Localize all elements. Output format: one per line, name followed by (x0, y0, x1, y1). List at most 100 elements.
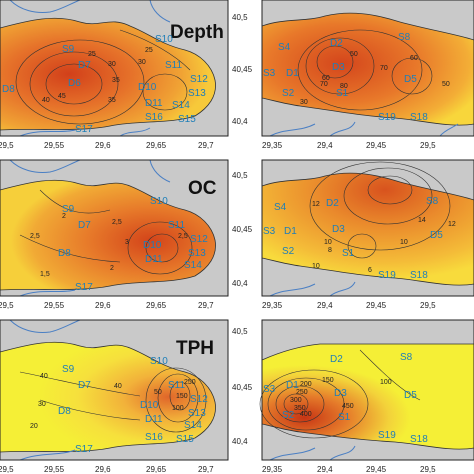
station-label: S17 (75, 282, 93, 293)
x-tick-label: 29,5 (0, 465, 14, 474)
depth-right-field (261, 12, 474, 126)
station-label: S9 (62, 204, 75, 215)
x-tick-label: 29,4 (317, 141, 333, 150)
station-label: D2 (330, 354, 343, 365)
station-label: D3 (332, 62, 345, 73)
contour-label: 12 (312, 201, 320, 208)
contour-label: 20 (30, 423, 38, 430)
station-label: S13 (188, 408, 206, 419)
station-markers: D2 S4 D1 S3 S2 D3 S1 D5 S8 S19 S18 (263, 32, 428, 123)
contour-labels: 50 60 70 80 70 60 50 30 (300, 51, 450, 106)
station-label: S4 (278, 42, 291, 53)
contour-label: 2,5 (112, 219, 122, 226)
station-label: D11 (145, 414, 163, 425)
contour-label: 35 (108, 97, 116, 104)
x-tick-label: 29,7 (198, 465, 214, 474)
contour-label: 35 (112, 77, 120, 84)
panel-frame (261, 159, 474, 297)
y-tick-label: 40,5 (232, 171, 248, 180)
panel-frame (0, 0, 229, 137)
x-axis-ticks: 29,35 29,4 29,45 29,5 (262, 141, 436, 150)
contour-label: 2,5 (178, 233, 188, 240)
station-label: S11 (168, 380, 185, 391)
station-label: S8 (400, 352, 413, 363)
x-tick-label: 29,6 (95, 465, 111, 474)
x-tick-label: 29,35 (262, 465, 283, 474)
contour-label: 40 (42, 97, 50, 104)
tph-right-contours (259, 349, 421, 439)
x-axis-ticks: 29,5 29,55 29,6 29,65 29,7 (0, 301, 214, 310)
station-label: S18 (410, 434, 428, 445)
contour-label: 14 (418, 217, 426, 224)
station-label: S16 (145, 432, 163, 443)
station-label: S12 (190, 234, 208, 245)
station-label: S17 (75, 124, 93, 135)
station-markers: S9 D7 D6 D8 S10 S11 D10 D11 S12 S13 S14 … (2, 34, 208, 135)
x-tick-label: 29,65 (146, 465, 167, 474)
x-tick-label: 29,55 (44, 141, 65, 150)
contour-label: 70 (380, 65, 388, 72)
contour-label: 150 (176, 393, 188, 400)
contour-label: 350 (294, 405, 306, 412)
contour-label: 40 (114, 383, 122, 390)
station-markers: S9 D7 D8 S10 S11 D10 D11 S12 S13 S14 S15… (58, 356, 208, 455)
contour-label: 3 (125, 239, 129, 246)
panel-tph-right: D2 D1 S3 D3 S2 S1 D5 S8 S19 S18 200 250 … (232, 319, 474, 474)
station-label: D1 (286, 68, 299, 79)
contour-label: 50 (350, 51, 358, 58)
station-label: S15 (176, 434, 194, 445)
contour-label: 30 (108, 61, 116, 68)
y-tick-label: 40,4 (232, 117, 248, 126)
station-label: D11 (145, 98, 163, 109)
station-label: D3 (334, 388, 347, 399)
station-label: D1 (284, 226, 297, 237)
contour-label: 30 (300, 99, 308, 106)
station-label: D8 (58, 248, 71, 259)
station-label: S9 (62, 364, 75, 375)
station-label: S13 (188, 248, 206, 259)
x-tick-label: 29,55 (44, 301, 65, 310)
contour-label: 70 (320, 81, 328, 88)
x-axis-ticks: 29,35 29,4 29,45 29,5 (262, 301, 436, 310)
station-label: D3 (332, 224, 345, 235)
contour-labels: 40 40 30 20 250 150 100 50 (30, 373, 196, 430)
contour-label: 100 (380, 379, 392, 386)
contour-label: 1,5 (40, 271, 50, 278)
station-label: D5 (404, 390, 417, 401)
station-label: S11 (168, 220, 185, 231)
x-tick-label: 29,5 (420, 465, 436, 474)
contour-label: 12 (448, 221, 456, 228)
contour-label: 2 (62, 213, 66, 220)
x-tick-label: 29,45 (366, 141, 387, 150)
station-label: S9 (62, 44, 75, 55)
station-label: D5 (404, 74, 417, 85)
station-label: S2 (282, 410, 295, 421)
x-tick-label: 29,65 (146, 301, 167, 310)
contour-label: 60 (410, 55, 418, 62)
station-label: S2 (282, 88, 295, 99)
depth-right-contours (297, 29, 433, 111)
contour-label: 80 (340, 83, 348, 90)
station-label: S8 (426, 196, 439, 207)
x-tick-label: 29,35 (262, 301, 283, 310)
station-label: D7 (78, 380, 91, 391)
oc-left-field (0, 179, 216, 291)
station-label: D7 (78, 220, 91, 231)
contour-label: 150 (322, 377, 334, 384)
oc-right-field (261, 172, 474, 286)
contour-label: 100 (172, 405, 184, 412)
y-tick-label: 40,45 (232, 383, 253, 392)
contour-label: 2,5 (30, 233, 40, 240)
station-markers: D2 D1 S3 D3 S2 S1 D5 S8 S19 S18 (263, 352, 428, 445)
station-label: S19 (378, 430, 396, 441)
panel-depth-right: D2 S4 D1 S3 S2 D3 S1 D5 S8 S19 S18 50 60… (232, 0, 474, 150)
contour-label: 60 (322, 75, 330, 82)
contour-label: 30 (138, 59, 146, 66)
oc-right-rivers (269, 281, 356, 297)
station-label: S10 (150, 196, 168, 207)
y-tick-label: 40,45 (232, 225, 253, 234)
station-label: D11 (145, 254, 163, 265)
contour-labels: 25 30 35 40 45 35 25 30 (42, 47, 153, 104)
station-label: D5 (430, 230, 443, 241)
